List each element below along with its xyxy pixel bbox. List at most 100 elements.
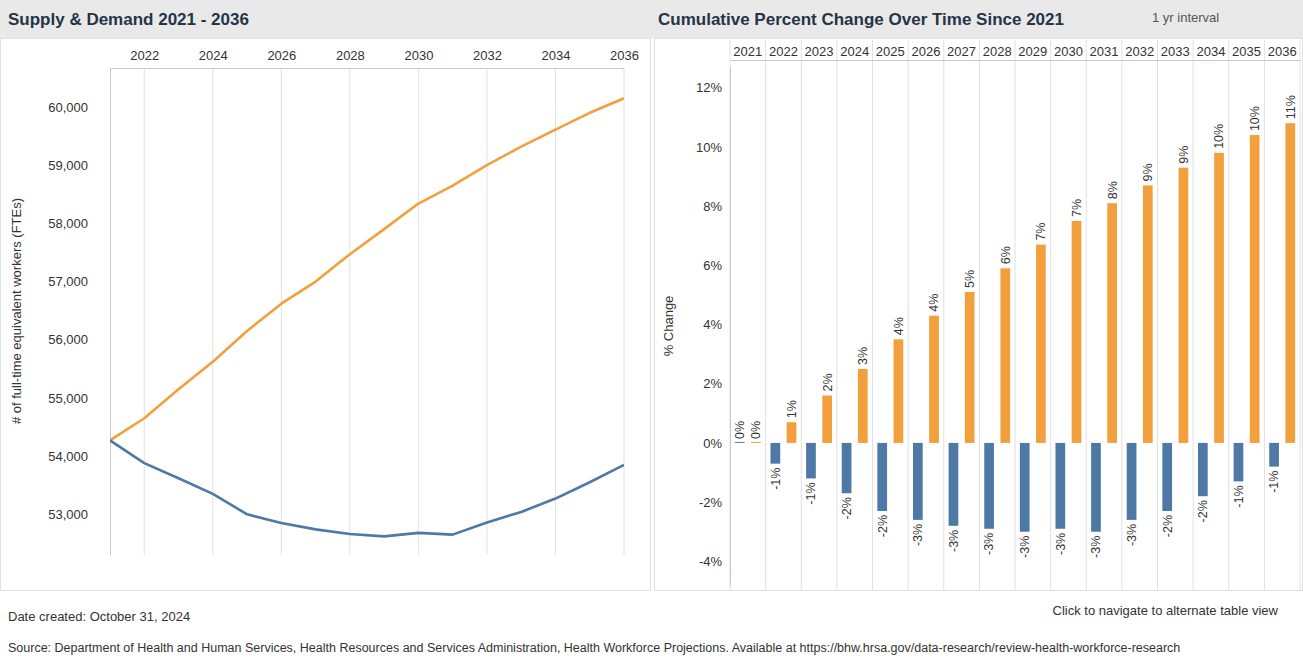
bar — [822, 396, 832, 443]
y-axis-tick-label: 54,000 — [48, 449, 88, 464]
column-divider — [979, 40, 980, 590]
column-divider — [1121, 40, 1122, 590]
y-axis-tick-label: 59,000 — [48, 158, 88, 173]
x-axis-tick-label: 2025 — [876, 44, 905, 59]
column-divider — [1050, 40, 1051, 590]
y-axis-tick: 6% — [703, 258, 730, 273]
x-axis: 2021202220232024202520262027202820292030… — [731, 44, 1301, 61]
x-axis-tick: 2022 — [130, 48, 159, 68]
bar — [877, 443, 887, 511]
bar — [1162, 443, 1172, 511]
data-label: -1% — [769, 468, 783, 490]
y-axis-tick-label: 60,000 — [48, 100, 88, 115]
column-divider — [943, 40, 944, 590]
bar — [1250, 135, 1260, 443]
column-divider — [730, 40, 731, 590]
data-label: -3% — [1089, 536, 1103, 558]
x-axis-tick: 2030 — [404, 48, 433, 68]
x-axis-tick-label: 2030 — [1054, 44, 1083, 59]
data-label: -3% — [1125, 524, 1139, 546]
y-axis-tick-label: 2% — [703, 376, 722, 391]
column-divider — [801, 40, 802, 590]
data-label: 10% — [1212, 124, 1226, 149]
data-label: 4% — [927, 294, 941, 312]
grid — [144, 68, 624, 555]
x-axis-tick-label: 2034 — [1196, 44, 1225, 59]
bar — [913, 443, 923, 520]
column-divider — [1228, 40, 1229, 590]
data-label: 3% — [856, 347, 870, 365]
data-label: 9% — [1177, 146, 1191, 164]
data-label: 9% — [1141, 163, 1155, 181]
bar — [1020, 443, 1030, 532]
bar — [751, 442, 761, 443]
bar — [1143, 185, 1153, 443]
source: Source: Department of Health and Human S… — [8, 641, 1180, 655]
grid-line — [281, 68, 282, 555]
data-label: 11% — [1284, 95, 1298, 119]
y-axis-tick: -4% — [699, 554, 730, 569]
y-axis-tick: 0% — [703, 436, 730, 451]
data-label: -2% — [1196, 500, 1210, 522]
y-axis: 53,00054,00055,00056,00057,00058,00059,0… — [48, 69, 110, 556]
column-divider — [1086, 40, 1087, 590]
header-band — [0, 0, 1303, 38]
y-axis-title: % Change — [661, 296, 676, 357]
x-axis-tick: 2026 — [911, 44, 940, 60]
x-axis-tick-label: 2028 — [336, 48, 365, 63]
page: Supply & Demand 2021 - 2036 2022 2024 2026 2… — [0, 0, 1303, 672]
x-axis-tick-label: 2029 — [1018, 44, 1047, 59]
data-label: 8% — [1106, 181, 1120, 199]
data-label: 2% — [821, 373, 835, 391]
x-axis-tick-label: 2032 — [1125, 44, 1154, 59]
data-label: -1% — [1232, 485, 1246, 507]
grid-line — [555, 68, 556, 555]
x-axis-tick-label: 2036 — [1268, 44, 1297, 59]
y-axis-tick: 57,000 — [48, 274, 110, 289]
y-axis-tick-label: 12% — [696, 80, 722, 95]
grid-line — [349, 68, 350, 555]
column-divider — [1264, 40, 1265, 590]
y-axis: -4%-2%0%2%4%6%8%10%12% — [696, 68, 731, 586]
y-axis-tick: 53,000 — [48, 507, 110, 522]
data-label: 4% — [892, 317, 906, 335]
bar — [842, 443, 852, 493]
y-axis-tick: 59,000 — [48, 158, 110, 173]
data-label: -1% — [804, 482, 818, 504]
column-divider — [1193, 40, 1194, 590]
table-view-link[interactable]: Click to navigate to alternate table vie… — [1053, 603, 1279, 618]
column-divider — [872, 40, 873, 590]
x-axis-tick-label: 2024 — [840, 44, 869, 59]
y-axis-tick-label: 56,000 — [48, 332, 88, 347]
column-divider — [908, 40, 909, 590]
x-axis-tick: 2036 — [1268, 44, 1297, 60]
chart-title: Supply & Demand 2021 - 2036 — [8, 10, 249, 29]
x-axis-tick: 2030 — [1054, 44, 1083, 60]
right-panel — [655, 39, 1303, 591]
x-axis-tick-label: 2032 — [473, 48, 502, 63]
x-axis-tick: 2024 — [840, 44, 869, 60]
bar — [1234, 443, 1244, 481]
line — [110, 98, 624, 440]
line — [110, 440, 624, 536]
x-axis-tick: 2026 — [267, 48, 296, 68]
chart-subtitle: 1 yr interval — [1152, 10, 1219, 25]
bar — [1179, 168, 1189, 443]
bar — [1285, 123, 1295, 443]
bar — [1036, 245, 1046, 443]
x-axis-tick-label: 2021 — [733, 44, 762, 59]
bar — [965, 292, 975, 443]
grid-line — [624, 68, 625, 555]
y-axis-tick-label: 6% — [703, 258, 722, 273]
x-axis-tick: 2024 — [199, 48, 228, 68]
x-axis-tick-label: 2035 — [1232, 44, 1261, 59]
x-axis-tick-label: 2022 — [130, 48, 159, 63]
x-axis-tick-label: 2026 — [267, 48, 296, 63]
x-axis-line — [731, 60, 1301, 61]
bar — [1214, 153, 1224, 443]
bar — [1107, 203, 1117, 443]
column-divider — [1300, 40, 1301, 590]
data-label: -3% — [982, 533, 996, 555]
data-label: -3% — [911, 524, 925, 546]
data-label: -2% — [876, 515, 890, 537]
